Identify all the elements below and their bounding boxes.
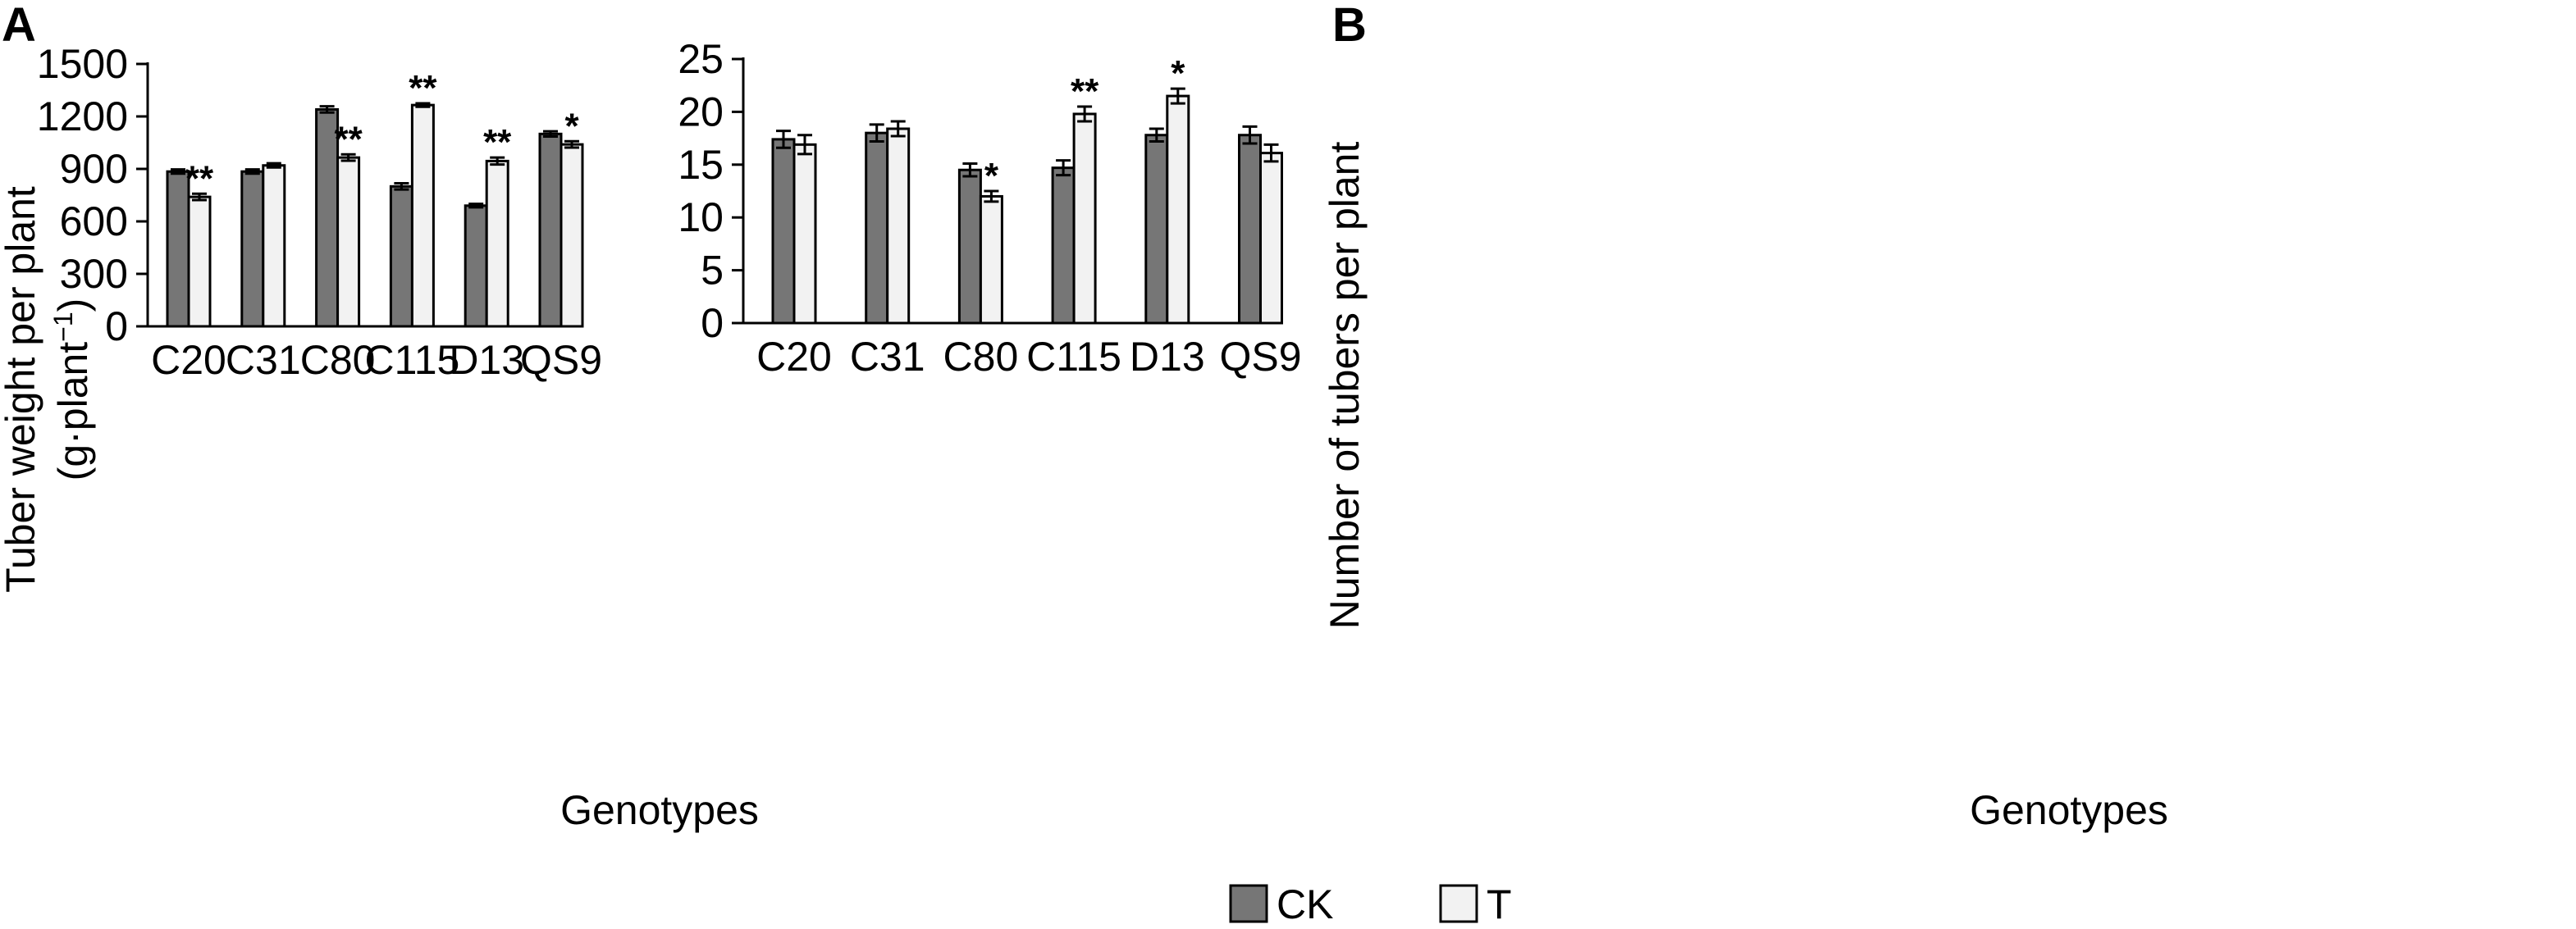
panel-b-category-label: C31 [850,334,925,380]
panel-b-bar-t [1072,112,1097,325]
panel-a-bar-t [410,103,435,328]
panel-a-ylabel-unit: (g·plant−1) [48,298,96,481]
panel-a-plot: 0 300 600 900 1200 1500 ** C20 C31 ** C80 ** C115 ** D… [37,41,602,383]
panel-b-category-label: D13 [1130,334,1205,380]
panel-a-ytick-label: 0 [105,303,128,349]
panel-a-significance-mark: ** [409,68,437,108]
panel-b-ytick-label: 10 [678,194,724,240]
panel-a-ylabel: Tuber weight per plant [0,186,43,593]
panel-a-ytick-label: 1200 [37,93,128,139]
panel-b-ytick-label: 15 [678,142,724,188]
panel-a-bar-ck [315,107,340,328]
panel-b-significance-mark: ** [1071,71,1099,112]
panel-a-bar-t [485,159,509,328]
panel-b-label: B [1332,0,1367,52]
panel-a-bar-ck [389,184,413,328]
panel-a-xlabel: Genotypes [560,787,759,833]
legend-label-ck: CK [1277,881,1333,927]
panel-b-category-label: C115 [1026,334,1121,380]
legend-swatch-ck [1229,884,1268,923]
panel-a-category-label: C80 [300,337,376,383]
panel-b-bar-ck [957,168,982,325]
panel-b-category-label: C20 [756,334,832,380]
panel-b-bar-ck [771,138,796,325]
panel-b-ylabel: Number of tubers per plant [1322,142,1368,630]
legend-label-t: T [1487,881,1512,927]
panel-a-bar-t [560,143,584,328]
panel-b-bar-ck [865,131,889,325]
panel-a-bar-t [187,195,212,328]
panel-a-category-label: C31 [226,337,301,383]
panel-b-bar-t [979,194,1003,325]
panel-a-category-label: D13 [449,337,524,383]
panel-a-category-label: C20 [151,337,226,383]
legend-swatch-t [1439,884,1478,923]
panel-a-significance-mark: ** [483,122,512,162]
panel-a-significance-mark: ** [334,119,363,159]
panel-a-significance-mark: * [564,106,579,146]
panel-a-ytick-label: 300 [60,251,128,297]
panel-b-category-label: C80 [943,334,1019,380]
panel-b-bar-ck [1051,166,1076,325]
panel-b-bar-t [1259,152,1283,325]
panel-b-bar-ck [1238,134,1262,325]
panel-b-ytick-label: 5 [701,248,724,294]
panel-a-category-label: QS9 [520,337,602,383]
panel-a-ytick-label: 1500 [37,41,128,87]
panel-b-significance-mark: * [1171,53,1185,93]
panel-b-xlabel: Genotypes [1970,787,2168,833]
panel-b: B Number of tubers per plant 0 5 10 15 20 25 C… [678,0,2168,833]
panel-a-label: A [2,0,36,52]
panel-b-ytick-label: 0 [701,300,724,346]
panel-a-bar-ck [240,170,265,328]
panel-a: A Tuber weight per plant (g·plant−1) 0 30… [0,0,759,833]
panel-b-bar-t [886,127,911,325]
panel-a-bar-t [336,156,361,328]
panel-b-bar-ck [1144,134,1169,325]
panel-a-bar-t [262,164,286,328]
panel-a-significance-mark: ** [185,158,214,198]
panel-a-category-label: C115 [364,337,459,383]
panel-a-ytick-label: 600 [60,198,128,244]
panel-b-plot: 0 5 10 15 20 25 C20 C31 * C80 ** C115 * D13 QS9 [678,36,1301,380]
panel-a-bar-ck [464,204,488,328]
panel-b-bar-t [792,143,817,325]
panel-b-bar-t [1166,94,1190,325]
panel-a-bar-ck [538,132,563,328]
panel-b-ytick-label: 20 [678,89,724,134]
panel-a-ytick-label: 900 [60,146,128,192]
panel-b-ytick-label: 25 [678,36,724,82]
panel-b-significance-mark: * [984,156,999,196]
panel-b-category-label: QS9 [1219,334,1301,380]
legend: CK T [1229,881,1512,927]
panel-a-bar-ck [166,170,190,328]
